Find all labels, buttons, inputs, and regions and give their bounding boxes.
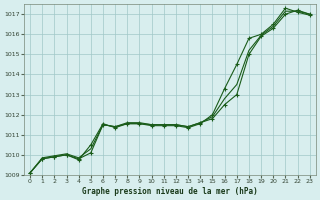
X-axis label: Graphe pression niveau de la mer (hPa): Graphe pression niveau de la mer (hPa) xyxy=(82,187,258,196)
